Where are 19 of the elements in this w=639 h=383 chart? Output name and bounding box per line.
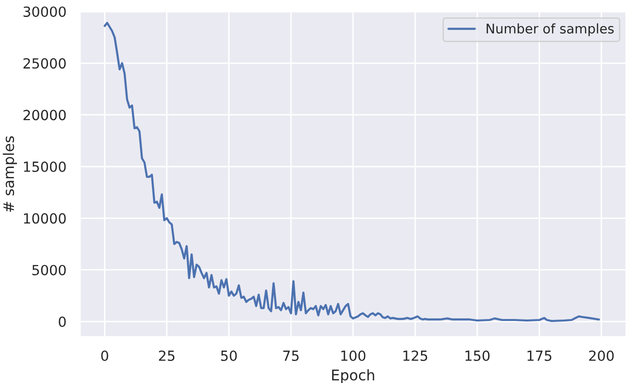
x-tick-label: 200 xyxy=(589,350,614,361)
y-tick-label: 5000 xyxy=(32,264,66,276)
y-tick-label: 25000 xyxy=(24,58,66,69)
y-axis-title: # samples xyxy=(2,136,17,212)
y-tick-label: 15000 xyxy=(24,161,66,172)
x-axis-title: Epoch xyxy=(332,369,374,383)
x-tick-label: 125 xyxy=(403,350,428,361)
x-tick-label: 0 xyxy=(101,350,108,361)
x-tick-label: 175 xyxy=(528,350,552,361)
x-tick-label: 100 xyxy=(341,350,366,361)
x-tick-label: 50 xyxy=(221,350,237,361)
x-tick-label: 25 xyxy=(158,350,174,361)
y-tick-label: 20000 xyxy=(24,110,66,120)
legend-label: Number of samples xyxy=(486,23,614,36)
x-tick-label: 150 xyxy=(465,350,490,361)
y-tick-label: 0 xyxy=(58,316,66,328)
y-tick-label: 30000 xyxy=(24,6,66,17)
x-tick-label: 75 xyxy=(283,350,299,361)
y-tick-label: 10000 xyxy=(24,213,66,224)
